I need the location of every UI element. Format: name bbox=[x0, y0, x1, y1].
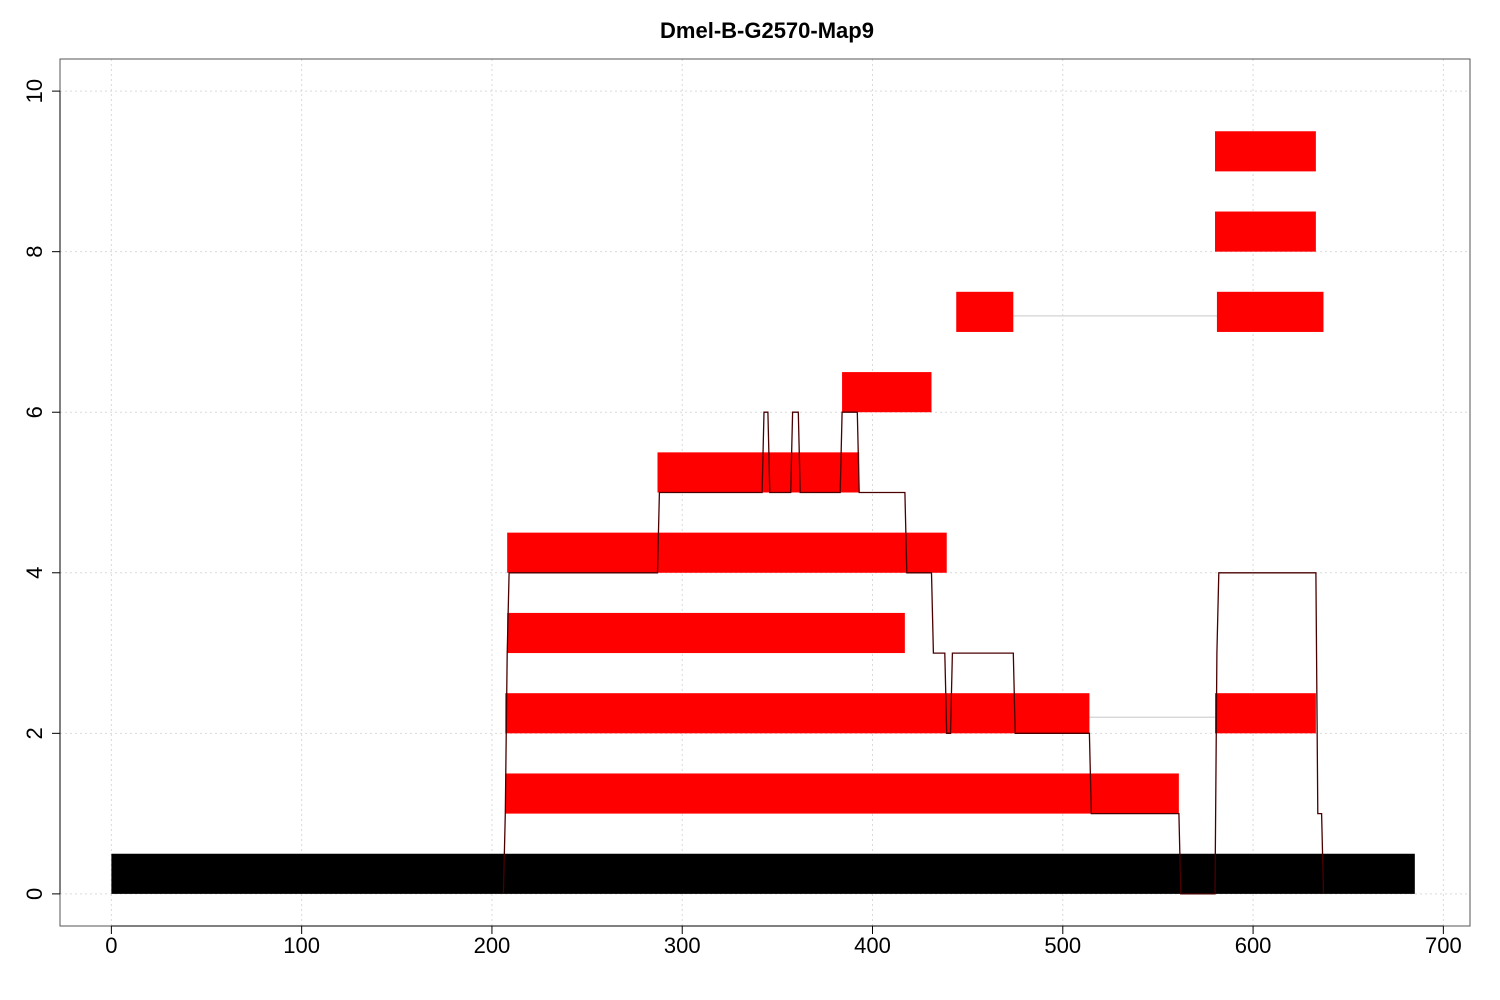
x-axis: 0 100 200 300 400 500 600 700 bbox=[105, 925, 1462, 958]
x-tick-label: 400 bbox=[854, 933, 891, 958]
x-tick-label: 100 bbox=[283, 933, 320, 958]
segment-bar bbox=[657, 452, 860, 493]
segment-bar bbox=[1215, 131, 1316, 172]
y-tick-label: 10 bbox=[22, 79, 47, 103]
y-tick-label: 2 bbox=[22, 727, 47, 739]
y-tick-label: 8 bbox=[22, 246, 47, 258]
y-tick-label: 4 bbox=[22, 567, 47, 579]
coverage-line bbox=[502, 411, 1325, 895]
coverage-layer bbox=[502, 411, 1325, 895]
x-tick-label: 500 bbox=[1044, 933, 1081, 958]
x-tick-label: 300 bbox=[664, 933, 701, 958]
x-tick-label: 200 bbox=[474, 933, 511, 958]
y-axis: 0 2 4 6 8 10 bbox=[22, 79, 61, 900]
x-tick-label: 700 bbox=[1425, 933, 1462, 958]
segment-bar bbox=[505, 693, 1090, 734]
segment-bar bbox=[842, 372, 932, 413]
segment-bar bbox=[1215, 693, 1316, 734]
reference-bar bbox=[111, 853, 1415, 894]
segment-bar bbox=[507, 612, 905, 654]
segment-bar bbox=[956, 291, 1014, 332]
segment-bar bbox=[505, 773, 1179, 814]
x-tick-label: 0 bbox=[105, 933, 117, 958]
y-tick-label: 6 bbox=[22, 406, 47, 418]
segment-bar bbox=[507, 532, 947, 573]
segment-bar bbox=[1216, 291, 1324, 332]
chart-title: Dmel-B-G2570-Map9 bbox=[660, 18, 874, 43]
segments-layer bbox=[111, 131, 1415, 894]
x-tick-label: 600 bbox=[1235, 933, 1272, 958]
segment-bar bbox=[1215, 211, 1316, 252]
y-tick-label: 0 bbox=[22, 888, 47, 900]
